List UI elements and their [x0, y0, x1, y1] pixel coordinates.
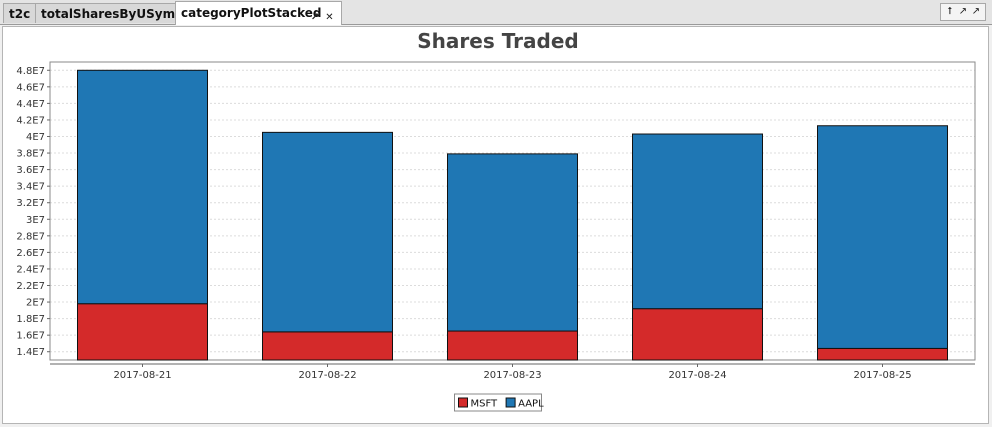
stacked-bar-chart: Shares Traded 1.4E7 1.6E7 1.8E7 2E7 2.2E7 2.4…: [16, 29, 976, 412]
bar-msft: [447, 330, 578, 361]
bar-msft: [632, 308, 763, 361]
y-tick-label: 2.6E7: [16, 248, 45, 259]
tab-categoryplotstacked[interactable]: categoryPlotStacked ↗ ✕: [175, 1, 342, 25]
bar-msft: [817, 347, 948, 361]
y-tick-label: 2.2E7: [16, 281, 45, 292]
tab-bar: t2c totalSharesByUSym2 categoryPlotStack…: [0, 0, 992, 25]
bar-aapl: [77, 69, 208, 305]
legend-label-msft: MSFT: [471, 399, 499, 410]
legend-swatch-msft: [458, 397, 468, 408]
tab-t2c[interactable]: t2c: [3, 3, 37, 23]
y-tick-label: 3.4E7: [16, 182, 45, 193]
x-tick-label: 2017-08-23: [483, 370, 541, 381]
y-tick-label: 3.8E7: [16, 149, 45, 160]
popout-icon[interactable]: ↗: [958, 6, 968, 17]
y-tick-label: 2E7: [26, 298, 45, 309]
y-tick-label: 4E7: [26, 132, 45, 143]
bar-msft: [77, 303, 208, 361]
tab-label: categoryPlotStacked: [181, 6, 322, 20]
legend-swatch-aapl: [505, 397, 516, 408]
y-tick-label: 3.2E7: [16, 198, 45, 209]
close-icon[interactable]: ✕: [325, 12, 334, 23]
y-tick-label: 4.6E7: [16, 82, 45, 93]
y-tick-label: 1.4E7: [16, 347, 45, 358]
x-tick-label: 2017-08-21: [113, 370, 171, 381]
bar-aapl: [817, 125, 948, 349]
legend-label-aapl: AAPL: [518, 399, 544, 410]
y-tick-label: 3E7: [26, 215, 45, 226]
bar-aapl: [632, 133, 763, 310]
legend: MSFT AAPL: [454, 393, 544, 412]
x-tick-label: 2017-08-25: [853, 370, 911, 381]
x-tick-label: 2017-08-24: [668, 370, 726, 381]
window-controls: ⭡ ↗ ↗: [940, 3, 986, 21]
chart-panel: Shares Traded 1.4E7 1.6E7 1.8E7 2E7 2.2E7 2.4…: [2, 26, 989, 424]
y-tick-label: 4.2E7: [16, 115, 45, 126]
tab-totalsharesbyusym2[interactable]: totalSharesByUSym2: [35, 3, 190, 23]
chart-title: Shares Traded: [417, 29, 578, 53]
legend-box: [454, 393, 542, 412]
x-tick-label: 2017-08-22: [298, 370, 356, 381]
maximize-icon[interactable]: ↗: [971, 6, 981, 17]
y-tick-label: 1.8E7: [16, 314, 45, 325]
bar-aapl: [262, 131, 393, 333]
y-tick-label: 4.8E7: [16, 66, 45, 77]
y-tick-label: 2.8E7: [16, 231, 45, 242]
bar-aapl: [447, 153, 578, 332]
y-tick-label: 2.4E7: [16, 264, 45, 275]
y-tick-label: 4.4E7: [16, 99, 45, 110]
bar-msft: [262, 331, 393, 361]
y-tick-label: 1.6E7: [16, 331, 45, 342]
y-tick-label: 3.6E7: [16, 165, 45, 176]
popout-icon[interactable]: ↗: [310, 12, 320, 23]
share-icon[interactable]: ⭡: [947, 6, 953, 17]
